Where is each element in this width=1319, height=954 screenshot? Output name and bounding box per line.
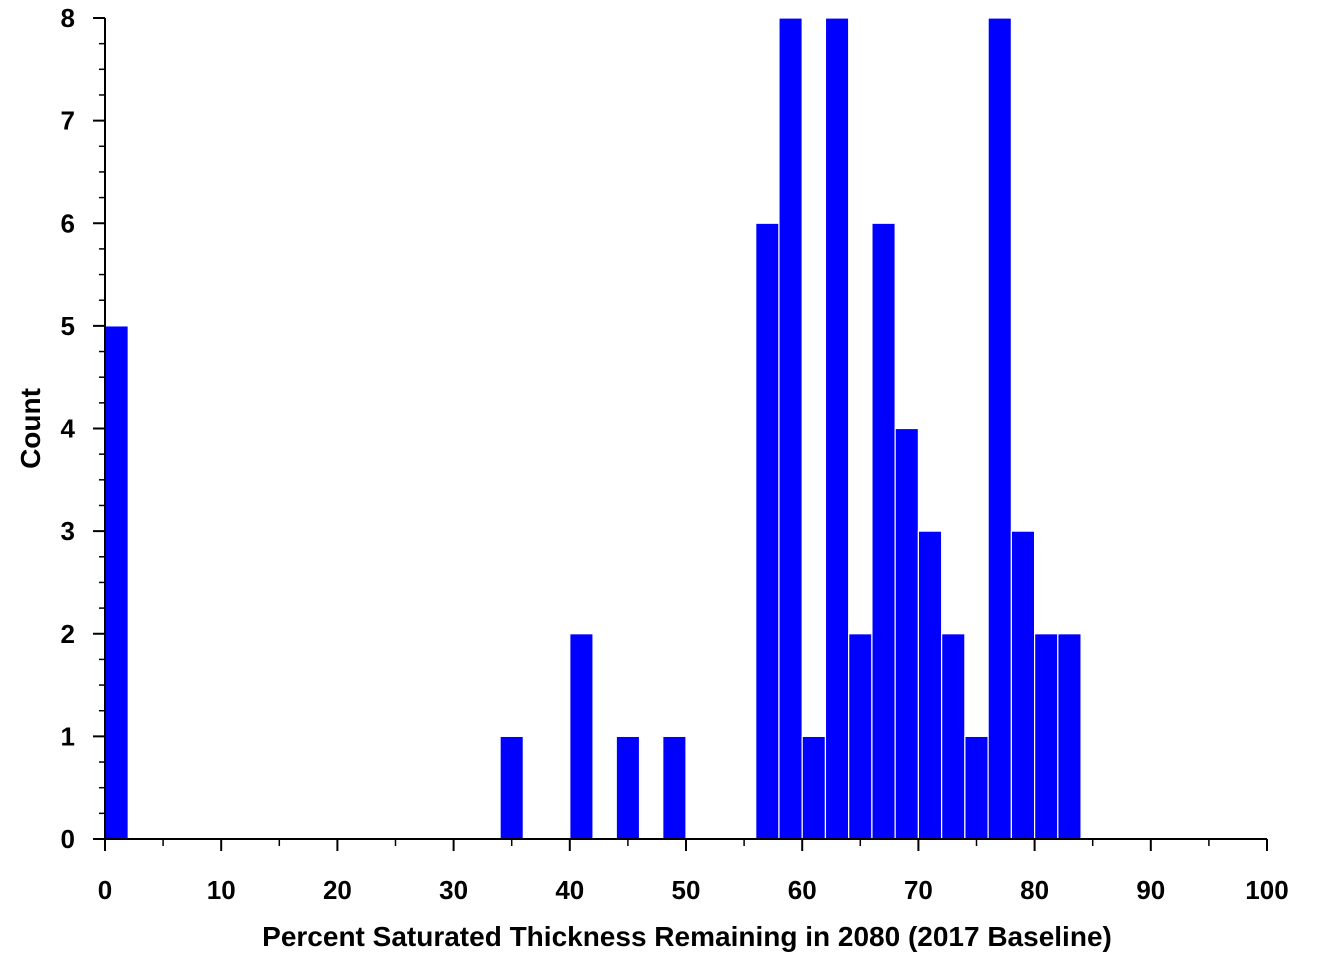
- y-axis-ticks: 0 1 2 3 4 5 6 7 8: [61, 3, 105, 854]
- x-tick-label: 70: [904, 875, 933, 905]
- histogram-bar: [499, 735, 524, 840]
- histogram-bar: [941, 633, 966, 840]
- y-tick-label: 2: [61, 619, 75, 649]
- axes-layer: [104, 18, 1267, 840]
- histogram-bar: [871, 222, 896, 840]
- histogram-bar: [917, 530, 943, 840]
- histogram-bar: [987, 17, 1012, 840]
- histogram-bar: [778, 17, 803, 840]
- x-tick-label: 10: [207, 875, 236, 905]
- histogram-bar: [569, 633, 594, 840]
- y-tick-label: 7: [61, 106, 75, 136]
- histogram-bar: [1010, 530, 1036, 840]
- histogram-bar: [755, 222, 780, 840]
- histogram-bar: [662, 735, 687, 840]
- x-tick-label: 40: [555, 875, 584, 905]
- x-tick-label: 100: [1245, 875, 1288, 905]
- bars-layer: [104, 17, 1082, 840]
- y-tick-label: 1: [61, 721, 75, 751]
- y-tick-label: 6: [61, 208, 75, 238]
- x-tick-label: 30: [439, 875, 468, 905]
- histogram-bar: [104, 325, 129, 840]
- histogram-bar: [1033, 633, 1059, 840]
- x-tick-label: 60: [788, 875, 817, 905]
- x-tick-label: 50: [672, 875, 701, 905]
- y-tick-label: 0: [61, 824, 75, 854]
- x-tick-label: 0: [98, 875, 112, 905]
- histogram-bar: [1057, 633, 1082, 840]
- x-tick-label: 90: [1136, 875, 1165, 905]
- histogram-bar: [894, 427, 919, 840]
- y-tick-label: 8: [61, 3, 75, 33]
- histogram-bar: [801, 735, 827, 840]
- x-axis-title: Percent Saturated Thickness Remaining in…: [262, 921, 1112, 952]
- histogram-bar: [848, 633, 873, 840]
- y-tick-label: 5: [61, 311, 75, 341]
- y-tick-label: 3: [61, 516, 75, 546]
- x-axis-ticks: 0 10 20 30 40 50 60 70 80 90 100: [98, 839, 1289, 905]
- x-tick-label: 80: [1020, 875, 1049, 905]
- histogram-bar: [824, 17, 850, 840]
- y-axis-title: Count: [15, 388, 46, 469]
- y-tick-label: 4: [61, 414, 76, 444]
- histogram-bar: [615, 735, 641, 840]
- x-tick-label: 20: [323, 875, 352, 905]
- histogram-bar: [964, 735, 989, 840]
